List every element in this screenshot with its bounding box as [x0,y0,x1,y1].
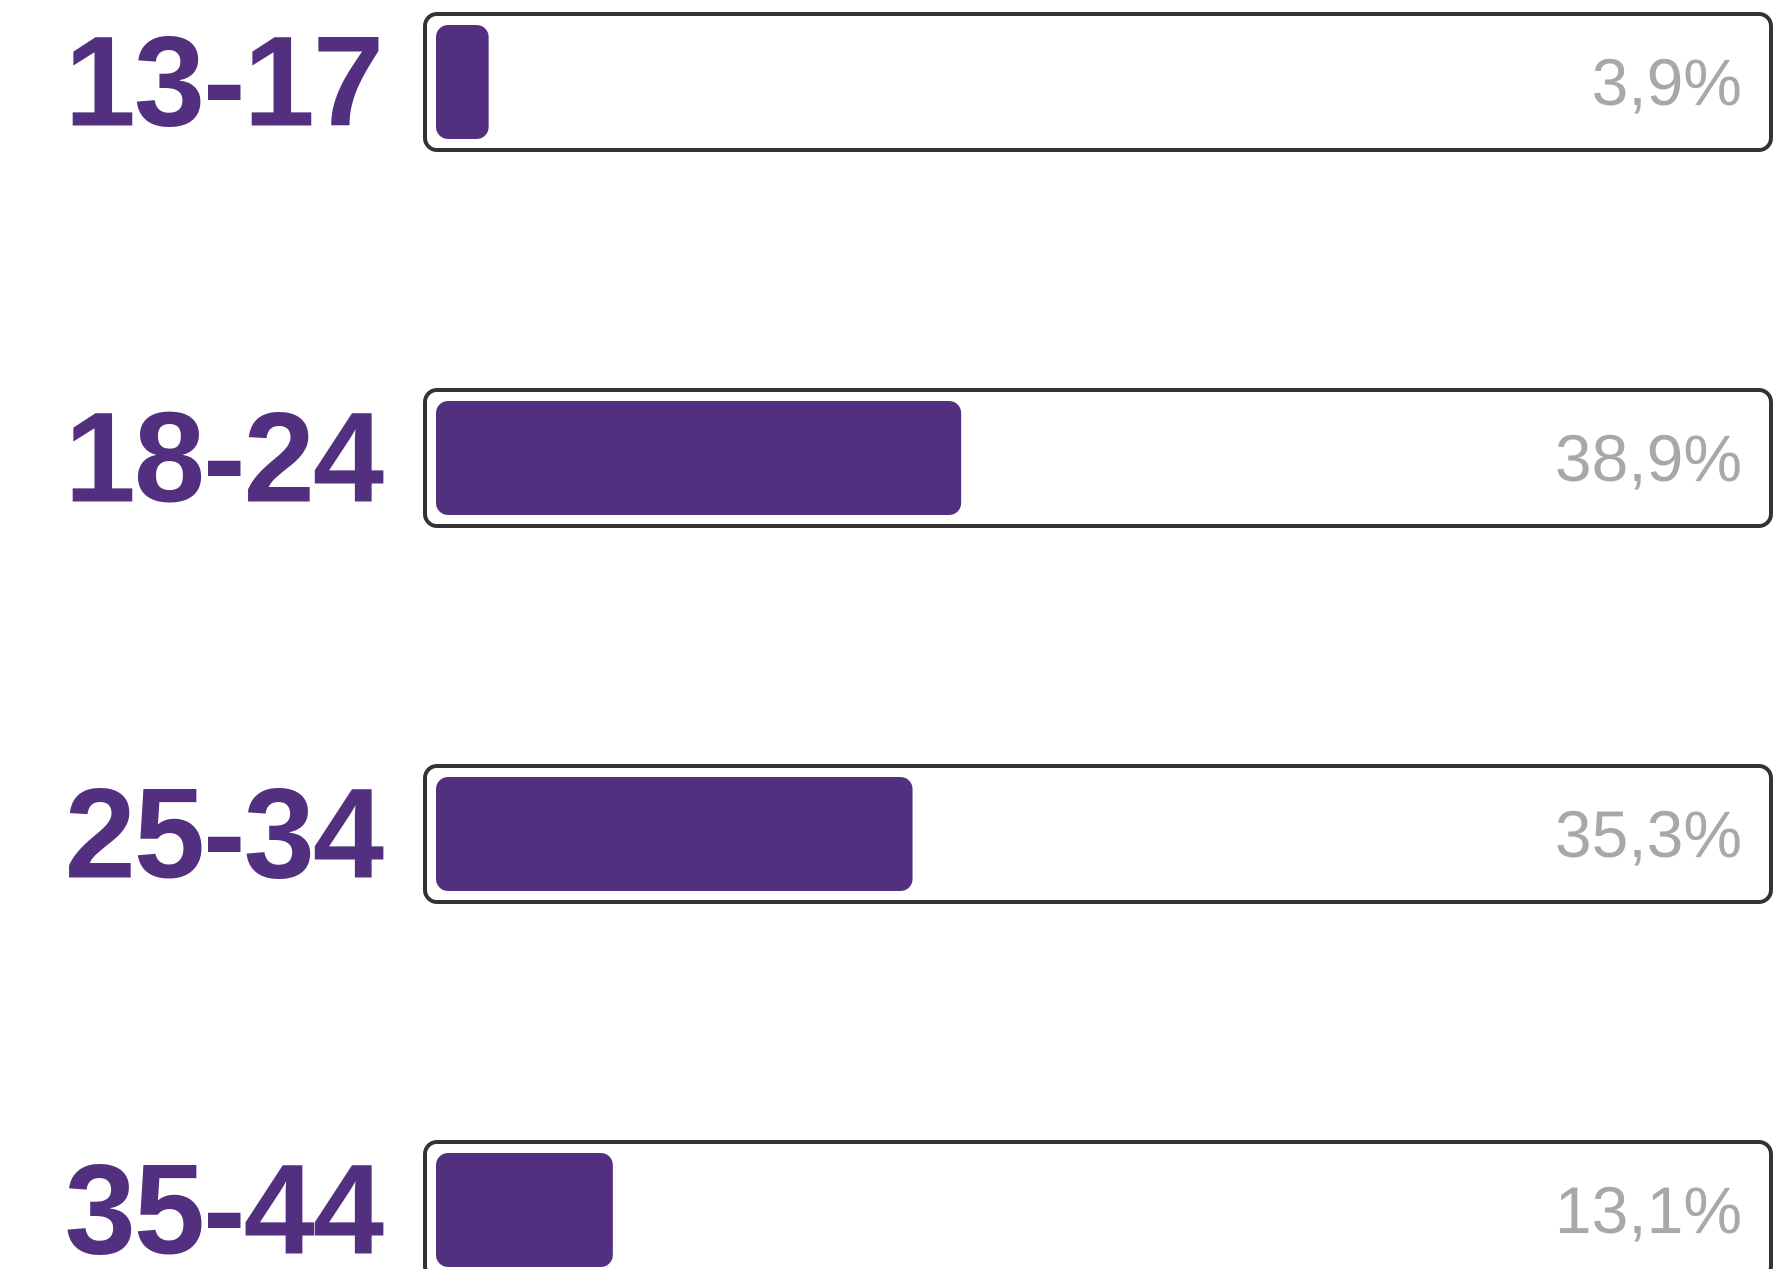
value-label: 38,9% [1555,421,1742,495]
bar [436,401,962,515]
value-label: 13,1% [1555,1173,1742,1247]
category-label: 18-24 [65,387,384,530]
value-label: 3,9% [1592,45,1742,119]
bar-track [423,12,1773,152]
value-label: 35,3% [1555,797,1742,871]
category-label: 35-44 [65,1139,384,1269]
category-label: 25-34 [65,763,384,906]
bar [436,1153,613,1267]
bar-track [423,1140,1773,1269]
bar [436,25,489,139]
category-label: 13-17 [65,11,382,154]
bar [436,777,913,891]
